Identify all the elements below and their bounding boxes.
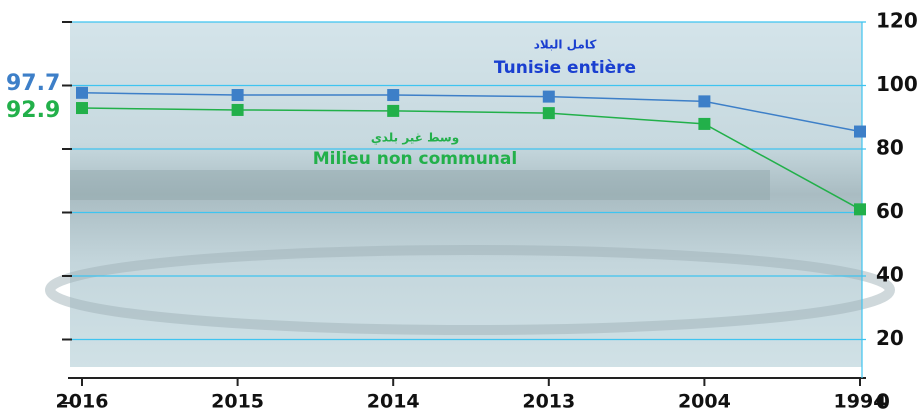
marker — [698, 117, 711, 130]
y-tick-label: 40 — [876, 263, 904, 287]
legend-label-ar: كامل البلاد — [534, 38, 597, 52]
y-tick-label: 80 — [876, 136, 904, 160]
value-label: 92.9 — [6, 98, 60, 123]
x-tick-label: 1994 — [834, 391, 887, 413]
marker — [698, 95, 711, 108]
y-tick-label: 0 — [876, 390, 890, 414]
marker — [387, 89, 400, 102]
y-tick-label: 120 — [876, 9, 917, 33]
x-tick-label: 2015 — [211, 391, 264, 413]
y-tick-label: 100 — [876, 72, 917, 96]
marker — [854, 203, 866, 216]
value-label: 97.7 — [6, 71, 60, 96]
series-line — [81, 107, 861, 210]
legend-label: Tunisie entière — [494, 58, 636, 78]
plot-background — [70, 22, 862, 367]
y-tick-label: 20 — [876, 326, 904, 350]
marker — [231, 89, 244, 102]
marker — [542, 90, 555, 103]
background-shape — [70, 170, 770, 200]
x-tick-label: 2004 — [678, 391, 731, 413]
marker — [76, 102, 88, 115]
legend-label-ar: وسط غير بلدي — [371, 131, 459, 146]
x-tick-label: 2013 — [522, 391, 575, 413]
series-line — [81, 92, 861, 133]
background-shape — [45, 245, 895, 335]
y-tick-label: 60 — [876, 199, 904, 223]
x-tick-label: 2014 — [367, 391, 420, 413]
x-tick-label: 2016 — [56, 391, 109, 413]
marker — [387, 104, 400, 117]
legend-label: Milieu non communal — [313, 149, 517, 169]
marker — [76, 86, 88, 99]
marker — [542, 107, 555, 120]
marker — [854, 125, 866, 138]
marker — [231, 103, 244, 116]
